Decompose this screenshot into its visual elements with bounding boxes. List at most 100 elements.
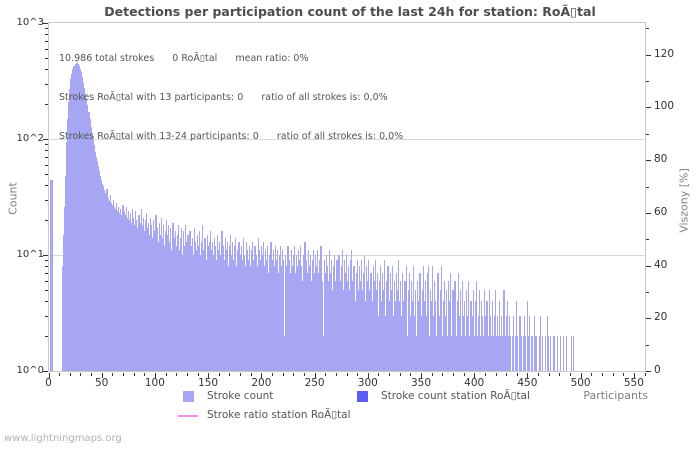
- histogram-bar: [102, 184, 104, 371]
- y-axis-minor-tick: [45, 69, 48, 71]
- histogram-bar: [157, 242, 159, 371]
- histogram-bar: [67, 119, 69, 371]
- histogram-bar: [360, 260, 362, 371]
- histogram-bar: [156, 228, 158, 371]
- x-axis-tick: [154, 373, 156, 378]
- histogram-bar: [90, 127, 92, 371]
- histogram-bar: [262, 242, 265, 371]
- histogram-bar: [401, 316, 403, 371]
- histogram-bar: [319, 260, 321, 371]
- histogram-bar: [379, 266, 382, 371]
- histogram-bar: [522, 336, 524, 371]
- histogram-bar: [136, 220, 138, 371]
- histogram-bar: [200, 255, 202, 371]
- y-axis-title-right: Viszony [%]: [677, 168, 691, 233]
- histogram-bar: [215, 246, 217, 371]
- histogram-bar: [72, 69, 74, 371]
- histogram-bar: [504, 336, 506, 371]
- histogram-bar: [491, 301, 493, 371]
- histogram-bar: [261, 255, 263, 371]
- histogram-bar: [183, 231, 185, 371]
- histogram-bar: [273, 266, 275, 371]
- y-axis-minor-tick: [45, 34, 48, 36]
- histogram-bar: [328, 250, 331, 371]
- histogram-bar: [201, 242, 203, 371]
- histogram-bar: [126, 218, 128, 371]
- histogram-bar: [497, 316, 499, 371]
- histogram-bar: [397, 290, 399, 371]
- histogram-bar: [416, 336, 418, 371]
- histogram-bar: [406, 336, 408, 371]
- x-axis-tick: [538, 373, 540, 376]
- histogram-bar: [260, 246, 262, 371]
- histogram-bar: [144, 220, 146, 371]
- y2-axis-tick: [646, 54, 651, 56]
- y-axis-minor-tick: [45, 57, 48, 59]
- histogram-bar: [461, 281, 464, 371]
- x-axis-tick: [144, 373, 146, 376]
- histogram-bar: [501, 316, 503, 371]
- histogram-bar: [75, 63, 77, 371]
- histogram-bar: [243, 255, 245, 371]
- histogram-bar: [400, 281, 402, 371]
- histogram-bar: [206, 235, 208, 371]
- histogram-bar: [534, 316, 536, 371]
- histogram-bar: [279, 246, 282, 371]
- histogram-bar: [272, 250, 274, 371]
- histogram-bar: [498, 336, 500, 371]
- histogram-bar: [421, 290, 423, 371]
- histogram-bar: [520, 336, 522, 371]
- histogram-bar: [154, 231, 156, 371]
- histogram-bar: [516, 301, 518, 371]
- histogram-bar: [358, 266, 360, 371]
- histogram-bar: [465, 336, 467, 371]
- histogram-bar: [318, 273, 320, 371]
- histogram-bar: [466, 290, 468, 371]
- histogram-bar: [342, 290, 344, 371]
- histogram-bar: [130, 223, 133, 371]
- histogram-bar: [95, 157, 97, 371]
- histogram-bar: [94, 152, 96, 371]
- histogram-bar: [513, 316, 515, 371]
- histogram-bar: [372, 266, 374, 371]
- histogram-bar: [511, 336, 514, 371]
- histogram-bar: [424, 281, 426, 371]
- histogram-bar: [347, 281, 349, 371]
- histogram-bar: [430, 290, 432, 371]
- histogram-bar: [509, 336, 511, 371]
- y-axis-tick: [43, 23, 48, 24]
- x-tick-label: 50: [95, 377, 109, 389]
- histogram-bar: [332, 290, 334, 371]
- y2-tick-label: 120: [654, 47, 675, 60]
- y-axis-minor-tick: [45, 315, 48, 317]
- histogram-bar: [381, 301, 383, 371]
- histogram-bar: [544, 336, 547, 371]
- x-tick-label: 200: [251, 377, 272, 389]
- histogram-bar: [266, 260, 268, 371]
- histogram-bar: [143, 231, 145, 371]
- x-tick-label: 550: [623, 377, 644, 389]
- histogram-bar: [100, 176, 102, 371]
- histogram-bar: [87, 105, 89, 371]
- x-axis-tick: [218, 373, 220, 376]
- histogram-bar: [177, 225, 179, 371]
- histogram-bar: [69, 89, 71, 371]
- x-axis-tick: [421, 373, 422, 378]
- histogram-bar: [450, 273, 452, 371]
- histogram-bar: [250, 266, 252, 371]
- histogram-bar: [108, 201, 110, 371]
- histogram-bar: [254, 246, 256, 371]
- x-tick-label: 450: [517, 377, 538, 389]
- histogram-bar: [107, 198, 109, 371]
- x-axis-tick: [559, 373, 561, 376]
- histogram-bar: [469, 336, 471, 371]
- histogram-bar: [294, 273, 296, 371]
- x-axis-tick: [623, 373, 625, 376]
- y-axis-minor-tick: [45, 280, 48, 282]
- y2-axis-tick: [646, 239, 649, 241]
- histogram-bar: [335, 281, 337, 371]
- histogram-bar: [320, 246, 322, 371]
- x-axis-tick: [357, 373, 359, 376]
- histogram-bar: [407, 290, 409, 371]
- y2-axis-tick: [646, 133, 649, 135]
